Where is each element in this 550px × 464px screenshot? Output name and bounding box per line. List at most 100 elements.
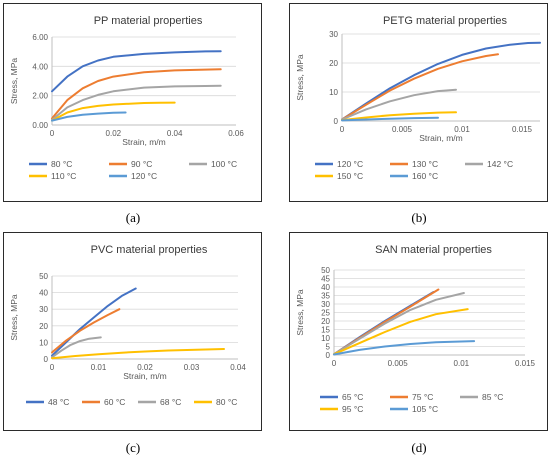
y-axis-label: Stress, MPa bbox=[295, 289, 305, 336]
x-tick-label: 0.015 bbox=[515, 359, 536, 368]
y-tick-label: 30 bbox=[39, 305, 48, 314]
legend-label: 110 °C bbox=[51, 171, 76, 181]
series-line-0 bbox=[51, 50, 222, 93]
caption-a: (a) bbox=[125, 210, 141, 225]
legend-label: 48 °C bbox=[48, 397, 69, 407]
y-tick-label: 30 bbox=[329, 30, 338, 39]
y-tick-label: 0.00 bbox=[32, 121, 48, 130]
caption-d: (d) bbox=[411, 440, 427, 455]
x-tick-label: 0 bbox=[332, 359, 337, 368]
legend-label: 160 °C bbox=[412, 171, 438, 181]
y-tick-label: 20 bbox=[329, 59, 338, 68]
caption-b: (b) bbox=[411, 210, 427, 225]
series-line-2 bbox=[51, 336, 102, 359]
x-tick-label: 0.01 bbox=[91, 363, 107, 372]
caption-c: (c) bbox=[125, 440, 141, 455]
series-line-4 bbox=[341, 116, 439, 122]
y-tick-label: 2.00 bbox=[32, 92, 48, 101]
x-tick-label: 0.01 bbox=[454, 359, 470, 368]
legend-label: 75 °C bbox=[412, 392, 433, 402]
legend-label: 60 °C bbox=[104, 397, 125, 407]
chart-title: PVC material properties bbox=[91, 244, 208, 256]
x-tick-label: 0.04 bbox=[167, 129, 183, 138]
series-line-0 bbox=[341, 41, 541, 121]
chart-panel-c: PVC material properties 0 10 20 30 40 50 0 0.01 0… bbox=[3, 232, 262, 431]
legend-label: 130 °C bbox=[412, 159, 438, 169]
legend-label: 120 °C bbox=[337, 159, 363, 169]
series-line-1 bbox=[51, 68, 222, 120]
x-tick-label: 0.005 bbox=[388, 359, 409, 368]
y-tick-label: 15 bbox=[321, 326, 330, 335]
y-tick-label: 10 bbox=[329, 88, 338, 97]
legend-label: 95 °C bbox=[342, 404, 363, 414]
legend-label: 90 °C bbox=[131, 159, 152, 169]
chart-panel-b: PETG material properties 0 10 20 30 0 0.005 0.0… bbox=[289, 3, 548, 202]
series-line-4 bbox=[51, 111, 127, 122]
chart-svg-c: PVC material properties 0 10 20 30 40 50 0 0.01 0… bbox=[9, 244, 246, 407]
y-axis-label: Stress, MPa bbox=[9, 294, 19, 341]
y-tick-label: 0 bbox=[44, 355, 49, 364]
y-tick-label: 10 bbox=[39, 338, 48, 347]
x-axis-label: Strain, m/m bbox=[419, 133, 462, 143]
chart-title: SAN material properties bbox=[375, 244, 492, 256]
chart-panel-a: PP material properties 0.00 2.00 4.00 6.00 0 0… bbox=[3, 3, 262, 202]
y-tick-label: 0 bbox=[326, 351, 331, 360]
x-tick-label: 0 bbox=[50, 363, 55, 372]
x-axis-label: Strain, m/m bbox=[123, 371, 166, 381]
legend-label: 80 °C bbox=[51, 159, 72, 169]
series-line-3 bbox=[51, 101, 176, 122]
legend-label: 100 °C bbox=[211, 159, 237, 169]
chart-svg-b: PETG material properties 0 10 20 30 0 0.005 0.0… bbox=[295, 15, 541, 181]
series-line-1 bbox=[51, 308, 121, 354]
y-tick-label: 0 bbox=[334, 117, 339, 126]
legend-label: 142 °C bbox=[487, 159, 513, 169]
y-tick-label: 30 bbox=[321, 300, 330, 309]
series-line-3 bbox=[333, 308, 469, 356]
legend-label: 65 °C bbox=[342, 392, 363, 402]
x-tick-label: 0.005 bbox=[392, 125, 413, 134]
chart-title: PP material properties bbox=[94, 15, 203, 27]
x-tick-label: 0.02 bbox=[106, 129, 122, 138]
legend-label: 85 °C bbox=[482, 392, 503, 402]
x-tick-label: 0 bbox=[340, 125, 345, 134]
series-line-3 bbox=[51, 348, 225, 360]
y-tick-label: 5 bbox=[326, 343, 331, 352]
y-tick-label: 10 bbox=[321, 334, 330, 343]
legend-label: 105 °C bbox=[412, 404, 438, 414]
y-axis-label: Stress, MPa bbox=[295, 54, 305, 101]
series-line-3 bbox=[341, 111, 457, 122]
y-tick-label: 50 bbox=[321, 266, 330, 275]
y-tick-label: 6.00 bbox=[32, 33, 48, 42]
series-line-2 bbox=[333, 292, 465, 356]
series-line-1 bbox=[341, 53, 499, 121]
y-tick-label: 35 bbox=[321, 292, 330, 301]
x-tick-label: 0.01 bbox=[454, 125, 470, 134]
series-line-0 bbox=[51, 287, 137, 357]
chart-panel-d: SAN material properties 0 5 10 15 20 25 30 35 40 4… bbox=[289, 232, 548, 431]
series-line-4 bbox=[333, 340, 476, 356]
x-tick-label: 0.04 bbox=[230, 363, 246, 372]
y-tick-label: 20 bbox=[321, 317, 330, 326]
y-tick-label: 45 bbox=[321, 275, 330, 284]
series-line-2 bbox=[51, 84, 222, 121]
y-axis-label: Stress, MPa bbox=[9, 58, 19, 105]
series-line-2 bbox=[341, 88, 457, 121]
y-tick-label: 40 bbox=[321, 283, 330, 292]
legend-label: 80 °C bbox=[216, 397, 237, 407]
y-tick-label: 4.00 bbox=[32, 62, 48, 71]
legend-label: 68 °C bbox=[160, 397, 181, 407]
x-tick-label: 0 bbox=[50, 129, 55, 138]
legend-label: 120 °C bbox=[131, 171, 157, 181]
y-tick-label: 20 bbox=[39, 322, 48, 331]
y-tick-label: 50 bbox=[39, 272, 48, 281]
chart-svg-d: SAN material properties 05101520253035404… bbox=[295, 244, 536, 414]
x-tick-label: 0.02 bbox=[137, 363, 153, 372]
x-axis-label: Strain, m/m bbox=[122, 137, 165, 147]
x-tick-label: 0.03 bbox=[184, 363, 200, 372]
y-tick-label: 40 bbox=[39, 289, 48, 298]
chart-title: PETG material properties bbox=[383, 15, 508, 27]
x-tick-label: 0.015 bbox=[512, 125, 533, 134]
y-tick-label: 25 bbox=[321, 309, 330, 318]
chart-svg-a: PP material properties 0.00 2.00 4.00 6.00 0 0… bbox=[9, 15, 244, 181]
legend-label: 150 °C bbox=[337, 171, 363, 181]
